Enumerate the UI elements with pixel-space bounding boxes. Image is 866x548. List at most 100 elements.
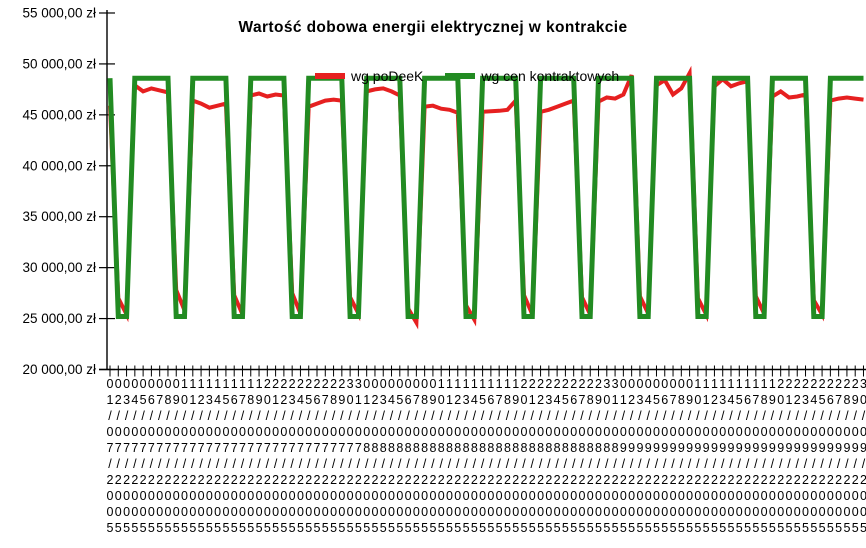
x-date-label: 0 3/0 9/2 0 0 5 (636, 377, 643, 535)
y-tick-label: 45 000,00 zł (22, 107, 96, 122)
x-date-label: 2 1/0 7/2 0 0 5 (272, 377, 279, 535)
x-date-label: 0 3/0 7/2 0 0 5 (123, 377, 130, 535)
x-date-label: 0 1/0 7/2 0 0 5 (107, 377, 114, 535)
x-date-label: 2 8/0 8/2 0 0 5 (587, 377, 594, 535)
x-date-label: 0 9/0 8/2 0 0 5 (429, 377, 436, 535)
x-date-label: 2 6/0 8/2 0 0 5 (570, 377, 577, 535)
chart-title: Wartość dobowa energii elektrycznej w ko… (238, 19, 628, 36)
x-date-label: 1 5/0 9/2 0 0 5 (736, 377, 743, 535)
legend-label-cen-kontraktowych: wg cen kontraktowych (481, 68, 620, 84)
x-date-label: 3 0/0 8/2 0 0 5 (603, 377, 610, 535)
x-date-label: 0 2/0 9/2 0 0 5 (628, 377, 635, 535)
x-date-label: 0 5/0 9/2 0 0 5 (653, 377, 660, 535)
x-date-label: 2 1/0 8/2 0 0 5 (529, 377, 536, 535)
y-tick-label: 40 000,00 zł (22, 158, 96, 173)
x-date-label: 1 3/0 8/2 0 0 5 (463, 377, 470, 535)
x-date-label: 1 3/0 9/2 0 0 5 (719, 377, 726, 535)
x-date-label: 1 0/0 7/2 0 0 5 (181, 377, 188, 535)
x-date-label: 1 4/0 8/2 0 0 5 (471, 377, 478, 535)
x-date-label: 1 3/0 7/2 0 0 5 (206, 377, 213, 535)
x-date-label: 2 3/0 8/2 0 0 5 (545, 377, 552, 535)
x-date-label: 0 3/0 8/2 0 0 5 (380, 377, 387, 535)
x-date-label: 2 8/0 9/2 0 0 5 (843, 377, 850, 535)
series-line-wg-cen-kontraktowych (107, 75, 864, 319)
x-date-label: 2 3/0 9/2 0 0 5 (802, 377, 809, 535)
x-date-label: 1 6/0 7/2 0 0 5 (231, 377, 238, 535)
x-date-label: 0 5/0 8/2 0 0 5 (396, 377, 403, 535)
x-date-label: 1 8/0 9/2 0 0 5 (761, 377, 768, 535)
x-date-label: 1 2/0 8/2 0 0 5 (454, 377, 461, 535)
x-date-label: 2 0/0 9/2 0 0 5 (777, 377, 784, 535)
x-date-label: 2 7/0 9/2 0 0 5 (835, 377, 842, 535)
x-date-label: 1 9/0 7/2 0 0 5 (256, 377, 263, 535)
x-date-label: 1 4/0 7/2 0 0 5 (214, 377, 221, 535)
x-date-label: 3 0/0 7/2 0 0 5 (347, 377, 354, 535)
x-date-label: 1 9/0 8/2 0 0 5 (512, 377, 519, 535)
x-date-label: 3 0/0 9/2 0 0 5 (860, 377, 866, 535)
x-date-label: 2 9/0 7/2 0 0 5 (338, 377, 345, 535)
x-date-label: 1 1/0 7/2 0 0 5 (189, 377, 196, 535)
x-date-label: 0 2/0 8/2 0 0 5 (371, 377, 378, 535)
y-tick-label: 30 000,00 zł (22, 260, 96, 275)
x-date-label: 0 7/0 9/2 0 0 5 (670, 377, 677, 535)
x-date-label: 2 4/0 8/2 0 0 5 (554, 377, 561, 535)
x-date-label: 2 9/0 9/2 0 0 5 (852, 377, 859, 535)
x-date-label: 0 6/0 8/2 0 0 5 (405, 377, 412, 535)
x-date-label: 2 5/0 7/2 0 0 5 (305, 377, 312, 535)
x-date-label: 0 9/0 9/2 0 0 5 (686, 377, 693, 535)
x-date-label: 1 6/0 9/2 0 0 5 (744, 377, 751, 535)
chart-legend: wg poDeeK wg cen kontraktowych (315, 68, 619, 84)
x-date-label: 1 7/0 8/2 0 0 5 (496, 377, 503, 535)
x-date-label: 0 2/0 7/2 0 0 5 (115, 377, 122, 535)
x-date-label: 0 8/0 8/2 0 0 5 (421, 377, 428, 535)
x-date-label: 2 9/0 8/2 0 0 5 (595, 377, 602, 535)
x-date-label: 2 3/0 7/2 0 0 5 (289, 377, 296, 535)
x-date-label: 2 5/0 8/2 0 0 5 (562, 377, 569, 535)
x-date-label: 2 2/0 9/2 0 0 5 (794, 377, 801, 535)
x-date-label: 2 1/0 9/2 0 0 5 (785, 377, 792, 535)
x-date-label: 1 5/0 8/2 0 0 5 (479, 377, 486, 535)
legend-label-podeek: wg poDeeK (351, 68, 424, 84)
x-date-label: 0 5/0 7/2 0 0 5 (140, 377, 147, 535)
y-tick-label: 35 000,00 zł (22, 209, 96, 224)
x-date-label: 2 0/0 7/2 0 0 5 (264, 377, 271, 535)
x-date-label: 2 8/0 7/2 0 0 5 (330, 377, 337, 535)
x-date-label: 0 4/0 9/2 0 0 5 (645, 377, 652, 535)
x-date-label: 1 1/0 8/2 0 0 5 (446, 377, 453, 535)
x-date-label: 2 0/0 8/2 0 0 5 (521, 377, 528, 535)
x-date-label: 1 6/0 8/2 0 0 5 (487, 377, 494, 535)
x-date-label: 2 4/0 9/2 0 0 5 (810, 377, 817, 535)
x-date-label: 0 6/0 7/2 0 0 5 (148, 377, 155, 535)
x-date-label: 1 7/0 7/2 0 0 5 (239, 377, 246, 535)
x-date-label: 1 8/0 8/2 0 0 5 (504, 377, 511, 535)
x-date-label: 2 2/0 7/2 0 0 5 (280, 377, 287, 535)
x-date-label: 1 9/0 9/2 0 0 5 (769, 377, 776, 535)
legend-swatch-cen-kontraktowych (445, 73, 476, 79)
x-date-label: 0 1/0 8/2 0 0 5 (363, 377, 370, 535)
x-date-label: 2 2/0 8/2 0 0 5 (537, 377, 544, 535)
x-date-label: 0 9/0 7/2 0 0 5 (173, 377, 180, 535)
y-tick-label: 50 000,00 zł (22, 56, 96, 71)
x-date-label: 2 5/0 9/2 0 0 5 (819, 377, 826, 535)
y-tick-label: 20 000,00 zł (22, 362, 96, 377)
x-date-label: 0 1/0 9/2 0 0 5 (620, 377, 627, 535)
x-date-label: 1 0/0 8/2 0 0 5 (438, 377, 445, 535)
x-date-label: 0 7/0 8/2 0 0 5 (413, 377, 420, 535)
x-date-label: 0 6/0 9/2 0 0 5 (661, 377, 668, 535)
x-date-label: 0 7/0 7/2 0 0 5 (156, 377, 163, 535)
x-date-label: 1 2/0 9/2 0 0 5 (711, 377, 718, 535)
y-tick-label: 25 000,00 zł (22, 311, 96, 326)
x-date-label: 2 4/0 7/2 0 0 5 (297, 377, 304, 535)
x-date-label: 2 6/0 9/2 0 0 5 (827, 377, 834, 535)
x-date-label: 0 4/0 8/2 0 0 5 (388, 377, 395, 535)
legend-swatch-podeek (315, 73, 345, 79)
x-date-label: 2 7/0 8/2 0 0 5 (578, 377, 585, 535)
x-date-label: 1 4/0 9/2 0 0 5 (728, 377, 735, 535)
legend-item-podeek: wg poDeeK (315, 68, 423, 84)
x-date-label: 1 8/0 7/2 0 0 5 (247, 377, 254, 535)
x-date-label: 1 1/0 9/2 0 0 5 (703, 377, 710, 535)
x-date-label: 2 7/0 7/2 0 0 5 (322, 377, 329, 535)
y-tick-label: 55 000,00 zł (22, 5, 96, 20)
